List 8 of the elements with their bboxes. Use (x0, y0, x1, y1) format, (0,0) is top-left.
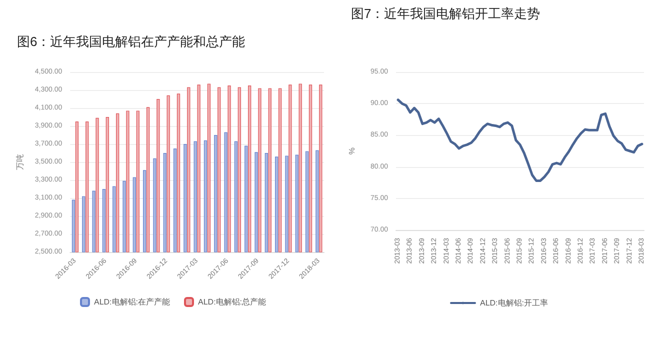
chart-title: 图7：近年我国电解铝开工率走势 (351, 6, 540, 21)
legend-label: ALD:电解铝:总产能 (198, 298, 266, 306)
legend-label: ALD:电解铝:在产产能 (94, 298, 170, 306)
y-axis-title: 万吨 (16, 154, 24, 170)
chart-title: 图6：近年我国电解铝在产产能和总产能 (17, 34, 246, 49)
legend-label: ALD:电解铝:开工率 (480, 298, 548, 308)
y-axis-title: % (348, 147, 356, 155)
line-series (396, 98, 644, 182)
